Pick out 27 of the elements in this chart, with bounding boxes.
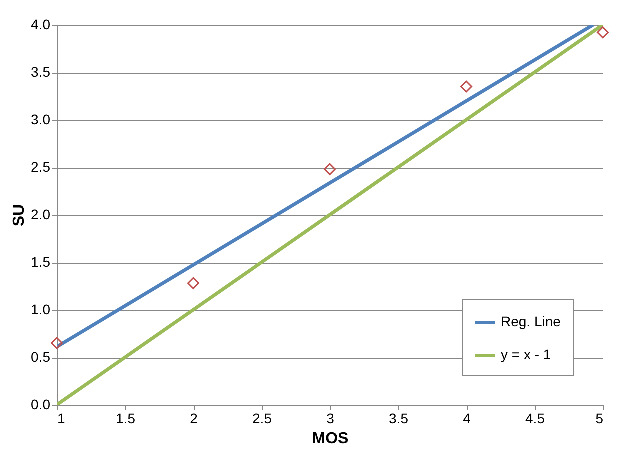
point [51,337,63,350]
x-tick-label: 4.5 [526,410,546,426]
y-tick-label: 1.0 [31,302,51,318]
point [324,163,336,176]
x-tick-label: 4 [463,410,472,426]
x-tick-label: 1.5 [116,410,136,426]
x-tick-label: 5 [596,410,604,426]
y-tick-label: 0.5 [31,349,51,365]
legend-label: y = x - 1 [501,346,552,362]
y-tick-label: 2.5 [31,159,51,175]
y-tick-label: 1.5 [31,254,51,270]
point [188,277,200,290]
x-tick-label: 2.5 [252,410,272,426]
x-tick-label: 1 [58,410,66,426]
point [460,80,472,93]
y-tick-label: 3.5 [31,64,51,80]
x-tick-label: 3 [326,410,335,426]
legend-label: Reg. Line [501,314,562,330]
y-tick-label: 2.0 [31,206,51,222]
y-tick-label: 4.0 [31,16,51,32]
y-tick-label: 0.0 [31,396,51,412]
y-tick-label: 3.0 [31,112,51,128]
x-tick-label: 2 [190,410,198,426]
y-axis-title: SU [11,204,28,227]
point [597,26,609,39]
x-axis-title: MOS [312,430,350,448]
x-tick-label: 3.5 [389,410,409,426]
